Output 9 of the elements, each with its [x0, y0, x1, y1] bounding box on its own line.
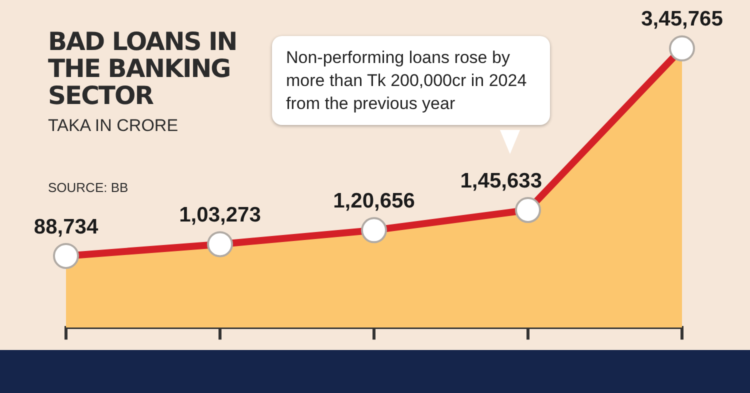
- data-label: 1,03,273: [179, 204, 261, 227]
- data-label: 1,45,633: [460, 169, 542, 192]
- annotation: SOURCE: BB: [48, 180, 128, 195]
- chart-title: BAD LOANS IN THE BANKING SECTOR: [48, 27, 238, 110]
- annotation: Non-performing loans rose by more than Tk 200,000cr in 2024 from the previous year: [272, 36, 550, 125]
- text: TAKA IN CRORE: [48, 116, 178, 136]
- data-label: 3,45,765: [641, 8, 724, 31]
- data-label: 88,734: [34, 215, 98, 238]
- data-label: 1,20,656: [333, 189, 415, 212]
